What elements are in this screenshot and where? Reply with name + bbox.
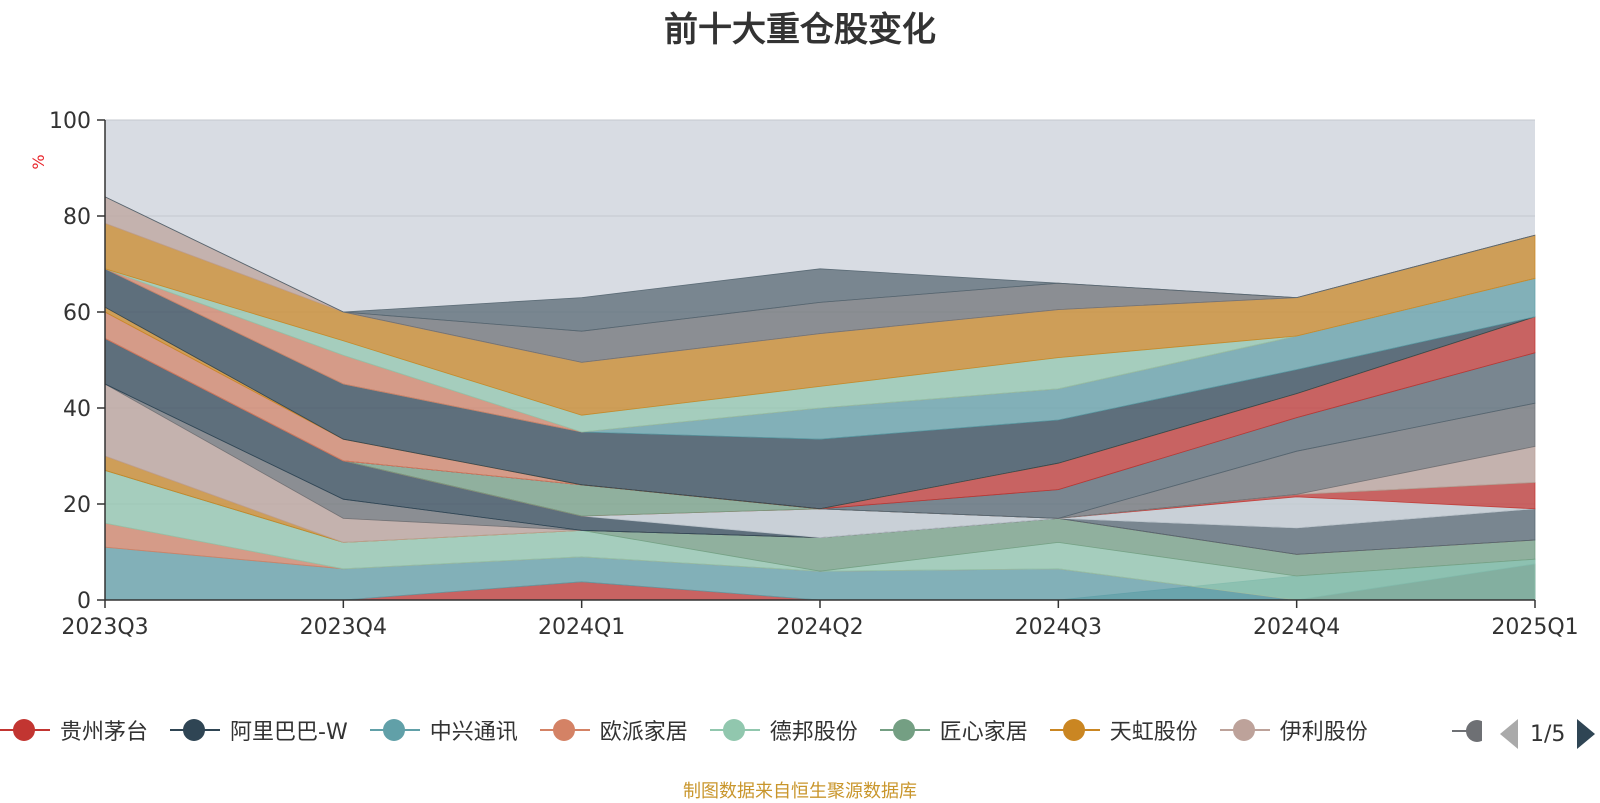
legend-item-moutai[interactable]: 贵州茅台 (0, 712, 148, 748)
legend-item-yili[interactable]: 伊利股份 (1219, 712, 1368, 748)
y-tick-label: 20 (63, 493, 91, 518)
y-tick-label: 100 (49, 109, 91, 134)
y-tick-label: 40 (63, 397, 91, 422)
legend-label: 德邦股份 (769, 720, 858, 745)
legend-label: 贵州茅台 (60, 720, 149, 745)
legend-marker-icon (879, 715, 930, 745)
legend-marker-icon (709, 715, 760, 745)
x-tick-label: 2024Q1 (538, 615, 625, 640)
legend-label: 中兴通讯 (429, 720, 518, 745)
legend-label: 欧派家居 (599, 720, 688, 745)
legend-item-zte[interactable]: 中兴通讯 (369, 712, 518, 748)
legend-marker-icon (170, 715, 221, 745)
legend-marker-icon (1219, 715, 1270, 745)
x-tick-label: 2024Q4 (1253, 615, 1340, 640)
legend-marker-icon (0, 715, 50, 745)
y-tick-label: 60 (63, 301, 91, 326)
axes: 0 20 40 60 80 100 2023Q3 2023Q4 2024Q1 2024Q2 2024… (49, 109, 1579, 640)
y-axis-unit: % (29, 154, 48, 169)
legend-label: 阿里巴巴-W (230, 720, 348, 745)
area-band (104, 196, 1536, 332)
legend-label: 天虹股份 (1109, 720, 1198, 745)
legend-marker-icon (369, 715, 420, 745)
source-note: 制图数据来自恒生聚源数据库 (683, 781, 917, 802)
legend-item-deppon[interactable]: 德邦股份 (709, 712, 858, 748)
chart-title: 前十大重仓股变化 (664, 10, 936, 50)
legend-marker-icon (1049, 715, 1100, 745)
legend-dot (892, 719, 915, 741)
legend-item-oppein[interactable]: 欧派家居 (539, 712, 688, 748)
x-tick-label: 2023Q3 (61, 615, 148, 640)
legend: 贵州茅台 阿里巴巴-W 中兴通讯 欧派家居 德邦股份 匠心家居 天虹股份 伊利股… (0, 712, 1390, 748)
legend-dot (1062, 719, 1085, 741)
legend-item-truncated[interactable] (1452, 716, 1482, 746)
legend-dot (722, 719, 745, 741)
legend-dot (13, 719, 35, 741)
legend-dot (552, 719, 575, 741)
y-tick-label: 0 (77, 589, 91, 614)
legend-item-alibaba[interactable]: 阿里巴巴-W (170, 712, 348, 748)
x-tick-label: 2024Q3 (1015, 615, 1102, 640)
legend-dot (1232, 719, 1255, 741)
y-tick-label: 80 (63, 205, 91, 230)
legend-item-jiangxin[interactable]: 匠心家居 (879, 712, 1028, 748)
stacked-area-chart: 0 20 40 60 80 100 2023Q3 2023Q4 2024Q1 2024Q2 2024… (29, 109, 1579, 640)
area-bands (104, 196, 1536, 601)
x-tick-label: 2024Q2 (776, 615, 863, 640)
x-tick-label: 2025Q1 (1491, 615, 1578, 640)
x-tick-label: 2023Q4 (300, 615, 387, 640)
legend-label: 伊利股份 (1279, 720, 1368, 745)
legend-line (1452, 730, 1472, 732)
legend-label: 匠心家居 (939, 720, 1028, 745)
legend-pager: 1/5 (1500, 716, 1596, 752)
prev-page-icon[interactable] (1500, 719, 1518, 749)
next-page-icon[interactable] (1577, 719, 1596, 749)
legend-dot (382, 719, 405, 741)
legend-dot (183, 719, 206, 741)
legend-page-indicator: 1/5 (1530, 721, 1566, 747)
legend-item-tianhong[interactable]: 天虹股份 (1049, 712, 1198, 748)
legend-dot (1466, 720, 1482, 742)
legend-marker-icon (539, 715, 590, 745)
